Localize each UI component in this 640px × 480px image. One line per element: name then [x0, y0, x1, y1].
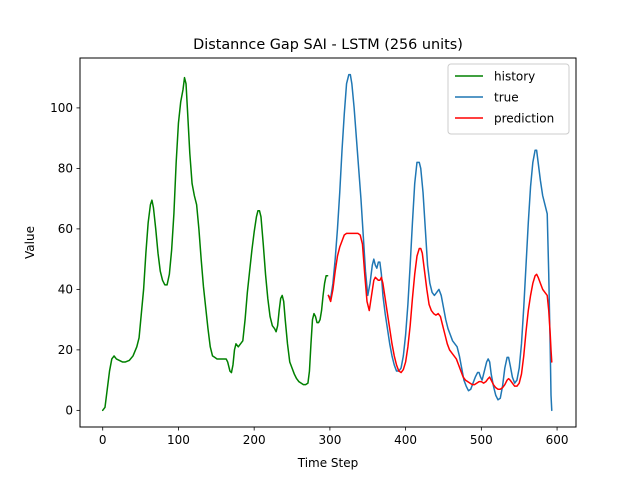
- x-tick-label: 500: [470, 433, 493, 447]
- y-axis-label: Value: [23, 226, 37, 259]
- series-line-true: [327, 73, 553, 412]
- legend-label-prediction: prediction: [494, 111, 554, 125]
- series-line-history: [101, 76, 329, 412]
- y-axis: 0 20 40 60 80 100: [50, 101, 80, 418]
- x-axis-label: Time Step: [297, 456, 359, 470]
- legend-label-true: true: [494, 90, 519, 104]
- x-tick-label: 300: [318, 433, 341, 447]
- chart-title: Distannce Gap SAI - LSTM (256 units): [193, 37, 463, 53]
- legend-label-history: history: [494, 69, 535, 83]
- y-tick-label: 0: [65, 404, 73, 418]
- x-tick-label: 600: [546, 433, 569, 447]
- plot-lines: [101, 73, 553, 412]
- x-tick-label: 0: [99, 433, 107, 447]
- y-tick-label: 100: [50, 101, 73, 115]
- series-line-prediction: [327, 232, 553, 390]
- plot-frame: [79, 57, 577, 428]
- y-tick-label: 20: [58, 343, 73, 357]
- x-axis: 0 100 200 300 400 500 600: [99, 427, 569, 447]
- y-tick-label: 60: [58, 222, 73, 236]
- x-tick-label: 400: [394, 433, 417, 447]
- y-tick-label: 80: [58, 162, 73, 176]
- legend-box: [447, 63, 570, 135]
- y-tick-label: 40: [58, 283, 73, 297]
- legend: history true prediction: [447, 63, 570, 135]
- x-tick-label: 100: [167, 433, 190, 447]
- x-tick-label: 200: [243, 433, 266, 447]
